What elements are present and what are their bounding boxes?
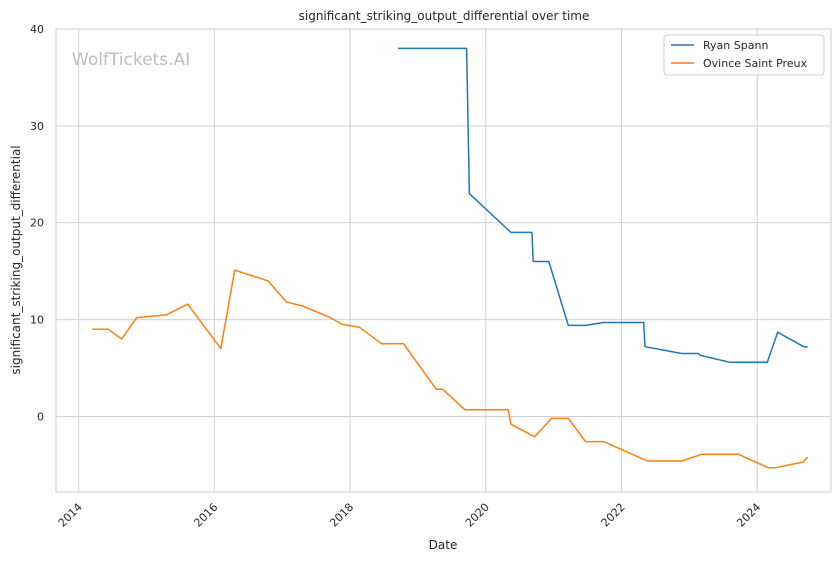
- chart-title: significant_striking_output_differential…: [299, 9, 590, 23]
- series-line-ryan-spann: [397, 47, 808, 363]
- y-tick-label: 40: [30, 23, 44, 36]
- y-tick-label: 10: [30, 314, 44, 327]
- series-line-ovince-saint-preux: [92, 269, 809, 469]
- legend-label: Ryan Spann: [703, 39, 768, 52]
- plot-background: [56, 29, 831, 492]
- plot-frame: [55, 28, 832, 493]
- x-axis-title: Date: [429, 538, 458, 552]
- chart-legend: Ryan Spann Ovince Saint Preux: [663, 34, 825, 76]
- watermark-text: WolfTickets.AI: [72, 50, 190, 70]
- legend-label: Ovince Saint Preux: [703, 57, 808, 70]
- y-tick-label: 30: [30, 120, 44, 133]
- y-axis-title: significant_striking_output_differential: [9, 145, 23, 374]
- y-tick-label: 0: [37, 410, 44, 423]
- legend-box: [663, 34, 825, 76]
- y-tick-label: 20: [30, 217, 44, 230]
